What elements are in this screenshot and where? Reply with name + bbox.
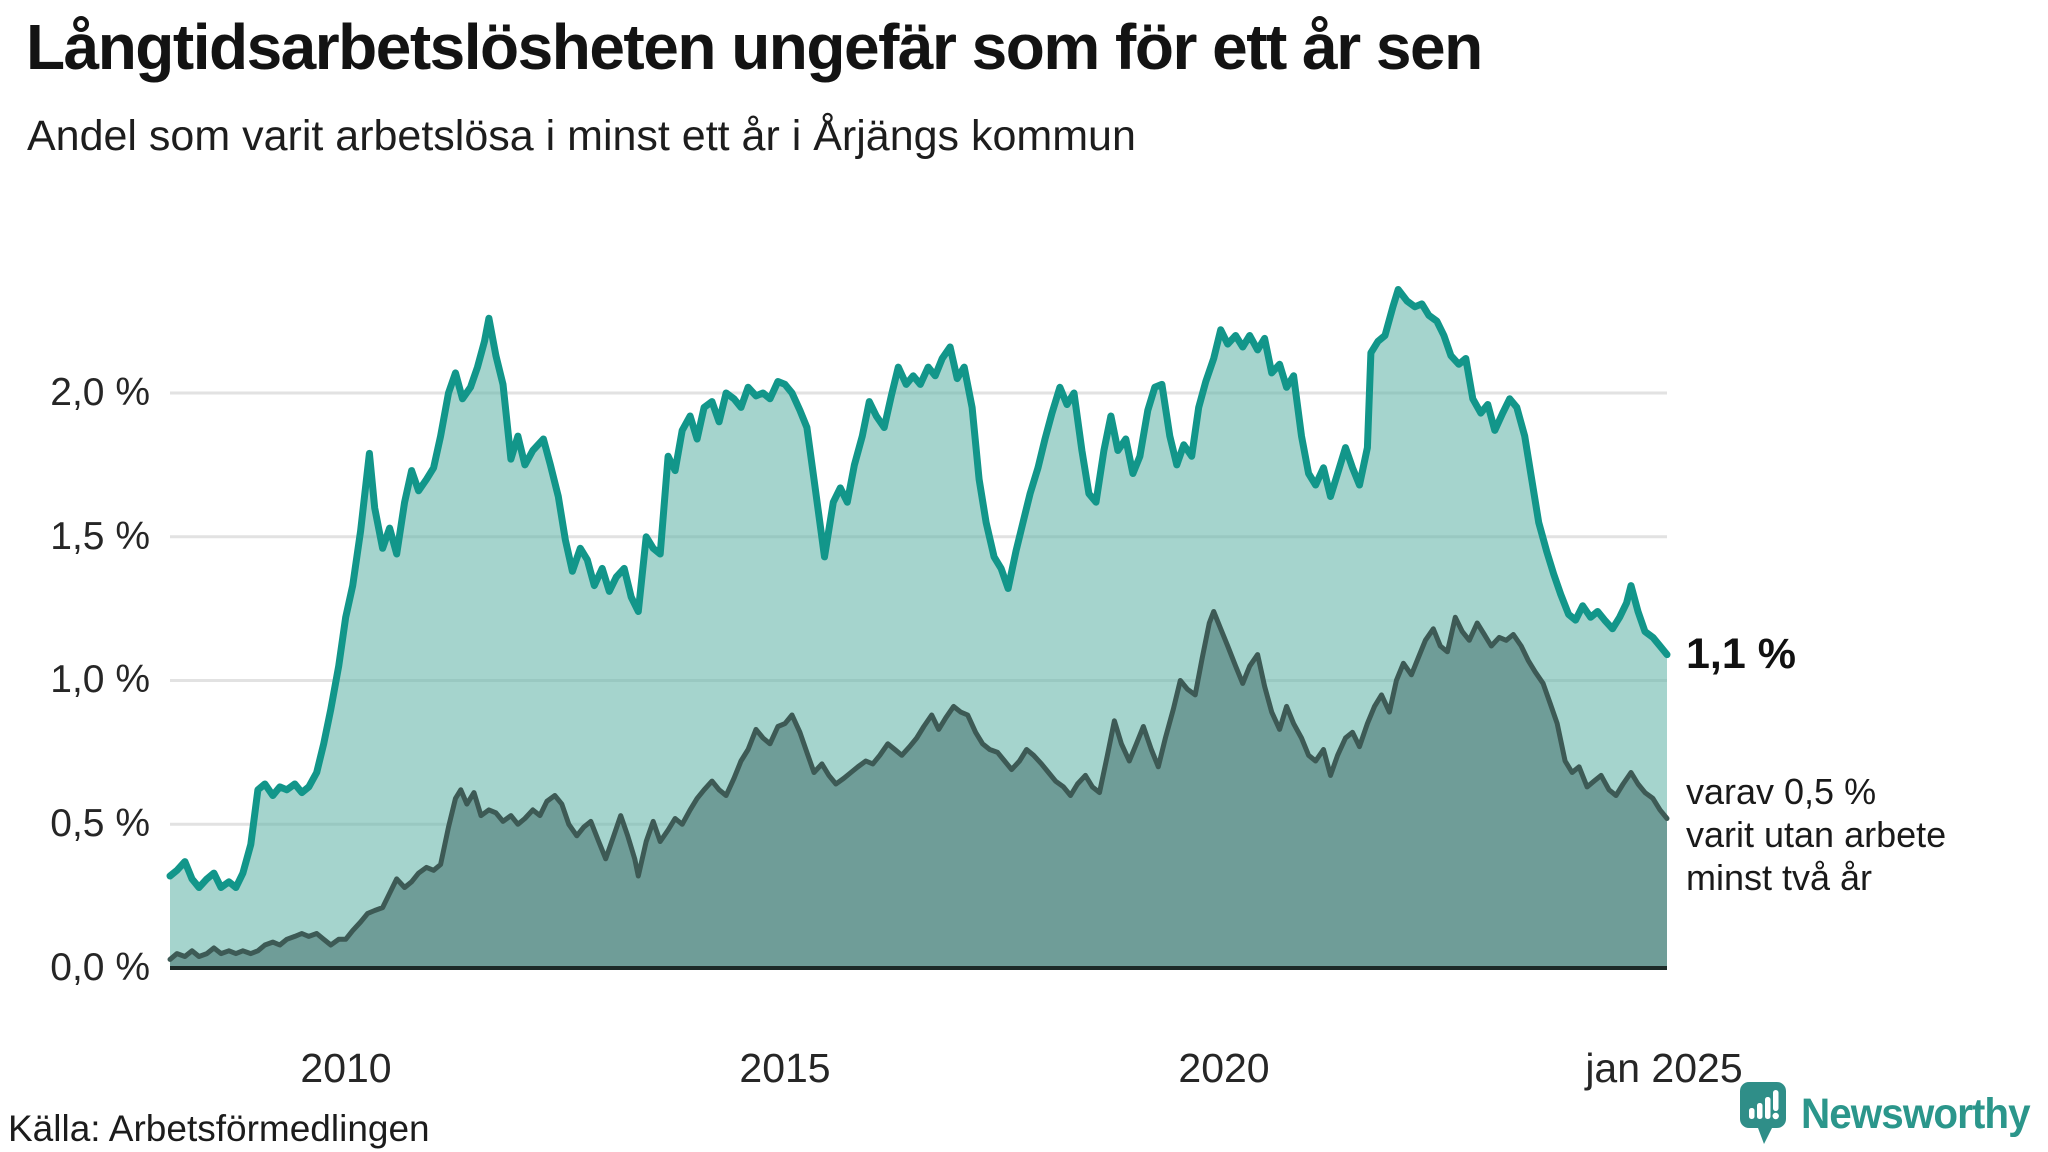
secondary-series-annotation: varav 0,5 % varit utan arbete minst två …	[1686, 770, 2046, 899]
secondary-annotation-line1: varav 0,5 %	[1686, 771, 1877, 812]
x-axis-tick-jan-2025: jan 2025	[1585, 1045, 1743, 1091]
x-axis-tick-2015: 2015	[739, 1045, 831, 1091]
newsworthy-wordmark: Newsworthy	[1801, 1089, 2031, 1138]
series-area-1	[170, 611, 1667, 968]
secondary-annotation-line3: minst två år	[1686, 857, 1873, 898]
newsworthy-bubble-icon	[1740, 1082, 1786, 1144]
x-axis-tick-2020: 2020	[1178, 1045, 1270, 1091]
y-axis-tick-1_5: 1,5 %	[50, 515, 150, 558]
source-note: Källa: Arbetsförmedlingen	[8, 1108, 430, 1149]
page-title: Långtidsarbetslösheten ungefär som för e…	[26, 11, 1483, 83]
page-subtitle: Andel som varit arbetslösa i minst ett å…	[27, 112, 1136, 160]
x-axis-tick-2010: 2010	[300, 1045, 392, 1091]
y-axis-tick-1_0: 1,0 %	[50, 658, 150, 701]
newsworthy-logo: Newsworthy	[1740, 1082, 2044, 1146]
secondary-annotation-line2: varit utan arbete	[1686, 814, 1947, 855]
series-line-1	[167, 609, 1670, 962]
y-axis-tick-2_0: 2,0 %	[50, 371, 150, 414]
y-axis-tick-0_5: 0,5 %	[50, 802, 150, 845]
latest-value-label: 1,1 %	[1686, 630, 1796, 678]
y-axis-tick-0_0: 0,0 %	[50, 946, 150, 989]
series-line-0	[166, 286, 1671, 891]
